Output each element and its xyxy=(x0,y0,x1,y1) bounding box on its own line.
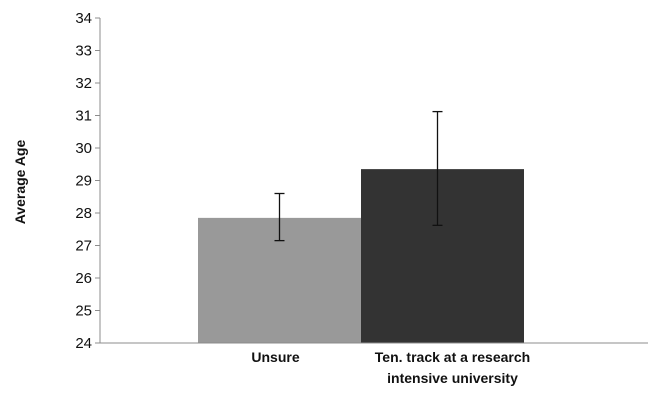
error-bar-1 xyxy=(274,192,285,242)
y-tick-label: 27 xyxy=(75,238,92,255)
y-axis-title: Average Age xyxy=(12,140,28,225)
y-tick-label: 26 xyxy=(75,270,92,287)
category-label-2: Ten. track at a research intensive univer… xyxy=(375,349,530,386)
category-labels: Unsure Ten. track at a research intensive … xyxy=(251,349,530,386)
error-bar-2 xyxy=(432,110,443,227)
error-bars xyxy=(274,110,443,242)
bar-2 xyxy=(361,169,524,343)
y-tick-label: 29 xyxy=(75,173,92,190)
category-label-line: Ten. track at a research xyxy=(375,349,530,365)
y-tick-label: 32 xyxy=(75,75,92,92)
y-tick-label: 24 xyxy=(75,335,92,352)
y-tick-label: 33 xyxy=(75,43,92,60)
category-label-1: Unsure xyxy=(251,349,299,365)
y-axis-ticks: 24 25 26 27 28 29 30 31 32 33 34 xyxy=(75,10,100,352)
bars xyxy=(198,169,524,343)
y-tick-label: 34 xyxy=(75,10,92,27)
y-tick-label: 31 xyxy=(75,108,92,125)
y-tick-label: 28 xyxy=(75,205,92,222)
category-label-line: intensive university xyxy=(387,370,518,386)
category-label-line: Unsure xyxy=(251,349,299,365)
y-tick-label: 25 xyxy=(75,303,92,320)
y-tick-label: 30 xyxy=(75,140,92,157)
